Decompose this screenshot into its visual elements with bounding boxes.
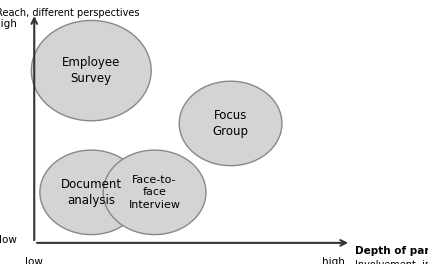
Text: Document
analysis: Document analysis bbox=[61, 178, 122, 207]
Text: Focus
Group: Focus Group bbox=[213, 109, 249, 138]
Ellipse shape bbox=[179, 81, 282, 166]
Text: Employee
Survey: Employee Survey bbox=[62, 56, 120, 85]
Ellipse shape bbox=[103, 150, 206, 235]
Ellipse shape bbox=[31, 21, 151, 121]
Ellipse shape bbox=[40, 150, 143, 235]
Text: Involvement, interaction: Involvement, interaction bbox=[355, 260, 428, 264]
Text: Face-to-
face
Interview: Face-to- face Interview bbox=[128, 175, 181, 210]
Text: low: low bbox=[25, 257, 43, 264]
Text: high: high bbox=[0, 19, 17, 29]
Text: Depth of participation:: Depth of participation: bbox=[355, 246, 428, 256]
Text: low: low bbox=[0, 235, 17, 245]
Text: Reach, different perspectives: Reach, different perspectives bbox=[0, 8, 139, 18]
Text: high: high bbox=[322, 257, 345, 264]
